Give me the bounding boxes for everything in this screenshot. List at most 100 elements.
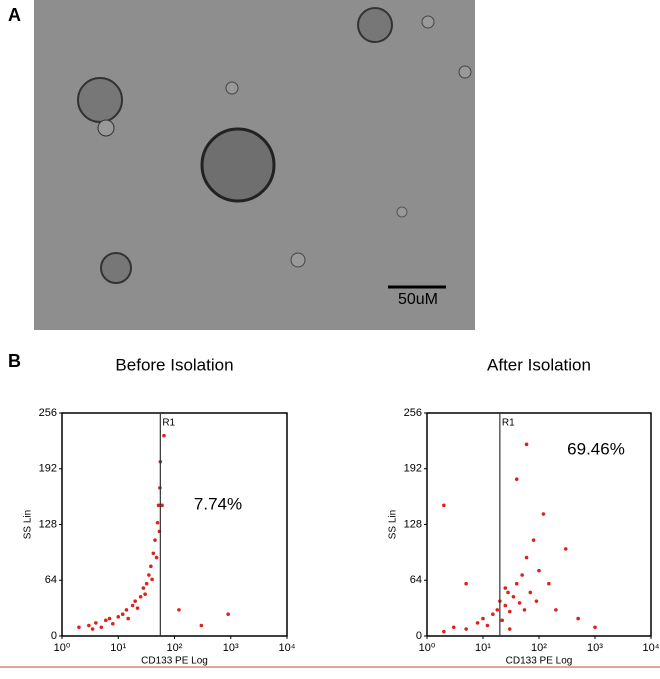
point [534,599,539,603]
point [153,538,157,542]
y-axis-label: SS Lin [388,510,399,539]
micrograph [34,0,475,330]
point [563,547,568,551]
y-tick-label: 0 [51,630,57,642]
plot-frame [61,412,288,637]
point [143,592,147,596]
y-tick-label: 0 [416,630,422,642]
x-tick-label: 10⁴ [643,642,660,654]
point [503,586,508,590]
point [126,616,130,621]
point [103,618,108,623]
point [503,603,508,608]
point [138,595,143,599]
point [522,608,527,612]
x-tick-label: 10² [531,642,547,654]
point [94,621,98,625]
point [506,590,510,595]
point [451,625,456,630]
x-tick-label: 10¹ [475,642,491,654]
y-axis-label: SS Lin [23,510,34,539]
point [133,599,137,603]
point [90,627,95,631]
point [485,623,490,628]
point [541,512,546,516]
scale-bar-label: 50uM [398,291,438,308]
point [77,625,81,630]
point [156,503,161,508]
point [141,586,146,590]
point [517,601,522,605]
point [554,608,558,612]
y-tick-label: 192 [39,463,57,475]
x-tick-label: 10⁴ [279,642,296,654]
point [464,627,468,631]
point [500,618,504,623]
x-tick-label: 10³ [587,642,603,654]
percentage: 69.46% [567,439,625,458]
point [160,503,164,508]
y-tick-label: 192 [404,463,422,475]
chart-title: Before Isolation [115,355,233,374]
panel-label: A [8,5,21,25]
chart-title: After Isolation [487,355,591,374]
point [537,568,541,573]
point [162,433,166,438]
point [226,612,230,617]
point [514,581,519,586]
gate-label: R1 [162,418,175,429]
point [511,595,516,599]
point [155,520,160,525]
point [524,442,529,447]
point [576,616,580,621]
point [154,555,159,560]
point [514,477,519,482]
percentage: 7.74% [194,494,242,513]
point [120,612,125,617]
point [442,629,446,634]
x-tick-label: 10² [167,642,183,654]
point [507,609,512,614]
y-tick-label: 128 [39,518,57,530]
y-tick-label: 256 [39,407,57,419]
point [547,581,551,586]
point [99,625,104,630]
y-tick-label: 64 [45,574,57,586]
point [177,608,181,612]
x-tick-label: 10⁰ [419,642,436,654]
point [150,577,154,582]
point [116,615,121,619]
point [507,627,512,631]
x-tick-label: 10¹ [110,642,126,654]
point [199,623,204,628]
point [520,573,524,577]
point [593,625,597,630]
point [495,608,500,612]
point [147,573,151,577]
point [135,606,140,610]
point [491,612,495,617]
y-tick-label: 64 [410,574,422,586]
point [149,564,153,569]
point [124,608,129,612]
point [528,590,533,595]
point [524,555,529,560]
point [481,616,485,621]
x-axis-label: CD133 PE Log [506,656,573,667]
point [442,503,446,508]
point [110,622,115,626]
x-tick-label: 10³ [223,642,239,654]
y-tick-label: 256 [404,407,422,419]
point [130,603,135,608]
point [144,581,149,586]
x-axis-label: CD133 PE Log [141,656,208,667]
point [107,616,112,621]
y-tick-label: 128 [404,518,422,530]
point [464,581,468,586]
point [151,551,156,556]
point [531,538,536,542]
x-tick-label: 10⁰ [54,642,71,654]
point [475,621,480,625]
panel-label: B [8,351,21,371]
